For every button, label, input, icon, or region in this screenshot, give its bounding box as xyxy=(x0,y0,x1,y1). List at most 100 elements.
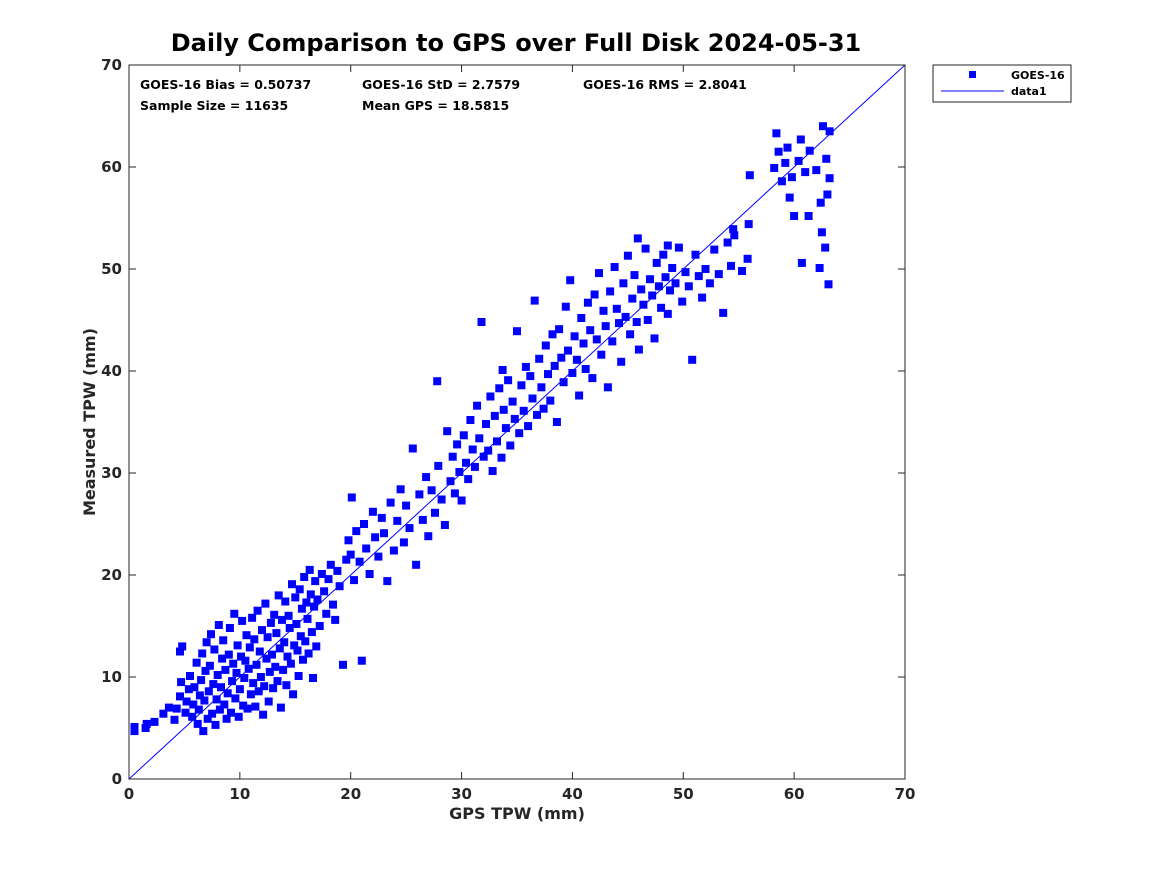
scatter-point xyxy=(787,173,796,182)
legend-label-data1: data1 xyxy=(1011,85,1047,98)
scatter-point xyxy=(224,650,233,659)
scatter-point xyxy=(355,557,364,566)
x-tick-label: 40 xyxy=(562,785,583,803)
scatter-point xyxy=(568,369,577,377)
scatter-point xyxy=(329,600,337,609)
series-line-data1 xyxy=(129,65,905,779)
scatter-point xyxy=(608,337,617,346)
scatter-point xyxy=(279,665,288,674)
y-tick-label: 60 xyxy=(101,158,122,176)
scatter-point xyxy=(415,490,424,499)
scatter-point xyxy=(678,297,687,306)
scatter-point xyxy=(389,546,398,555)
y-tick-label: 20 xyxy=(101,566,122,584)
scatter-point xyxy=(546,396,555,405)
scatter-point xyxy=(204,687,213,696)
scatter-point xyxy=(468,445,477,454)
scatter-point xyxy=(248,613,257,622)
scatter-point xyxy=(246,690,255,699)
scatter-point xyxy=(164,703,173,712)
scatter-point xyxy=(227,708,235,717)
scatter-point xyxy=(377,513,386,522)
scatter-point xyxy=(498,366,507,374)
scatter-point xyxy=(526,372,535,381)
scatter-point xyxy=(282,681,291,690)
scatter-point xyxy=(294,672,303,680)
scatter-point xyxy=(159,709,168,718)
scatter-point xyxy=(548,330,557,339)
scatter-point xyxy=(313,595,322,604)
scatter-point xyxy=(550,361,559,370)
scatter-point xyxy=(632,318,641,326)
scatter-point xyxy=(777,177,786,186)
scatter-point xyxy=(199,727,208,736)
scatter-point xyxy=(657,303,666,312)
scatter-point xyxy=(648,291,657,300)
plot-area xyxy=(129,65,905,779)
scatter-point xyxy=(575,391,584,400)
scatter-point xyxy=(241,656,250,665)
scatter-point xyxy=(701,265,710,273)
legend-box xyxy=(932,64,1072,103)
scatter-point xyxy=(386,498,395,507)
scatter-point xyxy=(422,473,431,482)
scatter-point xyxy=(586,326,595,335)
scatter-point xyxy=(464,475,473,484)
scatter-point xyxy=(443,427,452,436)
scatter-point xyxy=(729,225,738,234)
scatter-point xyxy=(592,335,601,344)
scatter-point xyxy=(666,286,674,295)
scatter-point xyxy=(195,691,204,700)
scatter-point xyxy=(350,576,358,585)
scatter-point xyxy=(652,258,661,267)
scatter-point xyxy=(561,302,570,311)
scatter-point xyxy=(517,381,526,390)
scatter-point xyxy=(705,279,714,288)
y-tick-label: 0 xyxy=(112,770,122,788)
scatter-point xyxy=(537,383,546,392)
scatter-point xyxy=(292,620,301,628)
x-tick-label: 70 xyxy=(895,785,916,803)
scatter-point xyxy=(623,251,632,260)
scatter-point xyxy=(781,158,790,167)
scatter-point xyxy=(654,282,663,291)
scatter-point xyxy=(812,166,821,175)
scatter-point xyxy=(448,452,457,461)
scatter-point xyxy=(819,122,827,131)
scatter-point xyxy=(668,264,677,272)
scatter-point xyxy=(402,501,411,510)
scatter-point xyxy=(530,296,539,305)
scatter-point xyxy=(237,652,245,661)
scatter-point xyxy=(412,560,421,569)
scatter-point xyxy=(365,570,374,578)
scatter-point xyxy=(362,544,371,553)
scatter-point xyxy=(380,529,388,538)
scatter-point xyxy=(176,692,184,701)
scatter-point xyxy=(557,353,566,362)
scatter-point xyxy=(254,687,263,696)
scatter-point xyxy=(630,271,639,280)
scatter-point xyxy=(342,555,351,564)
scatter-point xyxy=(723,238,732,247)
stat-rms: GOES-16 RMS = 2.8041 xyxy=(583,77,747,92)
scatter-point xyxy=(200,696,209,705)
scatter-point xyxy=(130,723,139,731)
scatter-point xyxy=(490,411,499,420)
scatter-point xyxy=(255,647,264,656)
scatter-point xyxy=(470,462,479,471)
scatter-point xyxy=(823,190,832,199)
scatter-point xyxy=(477,318,486,326)
scatter-point xyxy=(299,655,307,664)
scatter-point xyxy=(203,714,212,723)
scatter-point xyxy=(176,647,184,656)
x-tick-label: 60 xyxy=(784,785,805,803)
scatter-point xyxy=(552,418,561,426)
scatter-point xyxy=(785,193,794,202)
scatter-point xyxy=(374,552,383,561)
scatter-point xyxy=(434,461,443,470)
scatter-point xyxy=(307,628,316,637)
scatter-point xyxy=(230,609,239,618)
scatter-point xyxy=(501,424,510,433)
scatter-point xyxy=(201,666,210,675)
scatter-point xyxy=(322,609,331,618)
